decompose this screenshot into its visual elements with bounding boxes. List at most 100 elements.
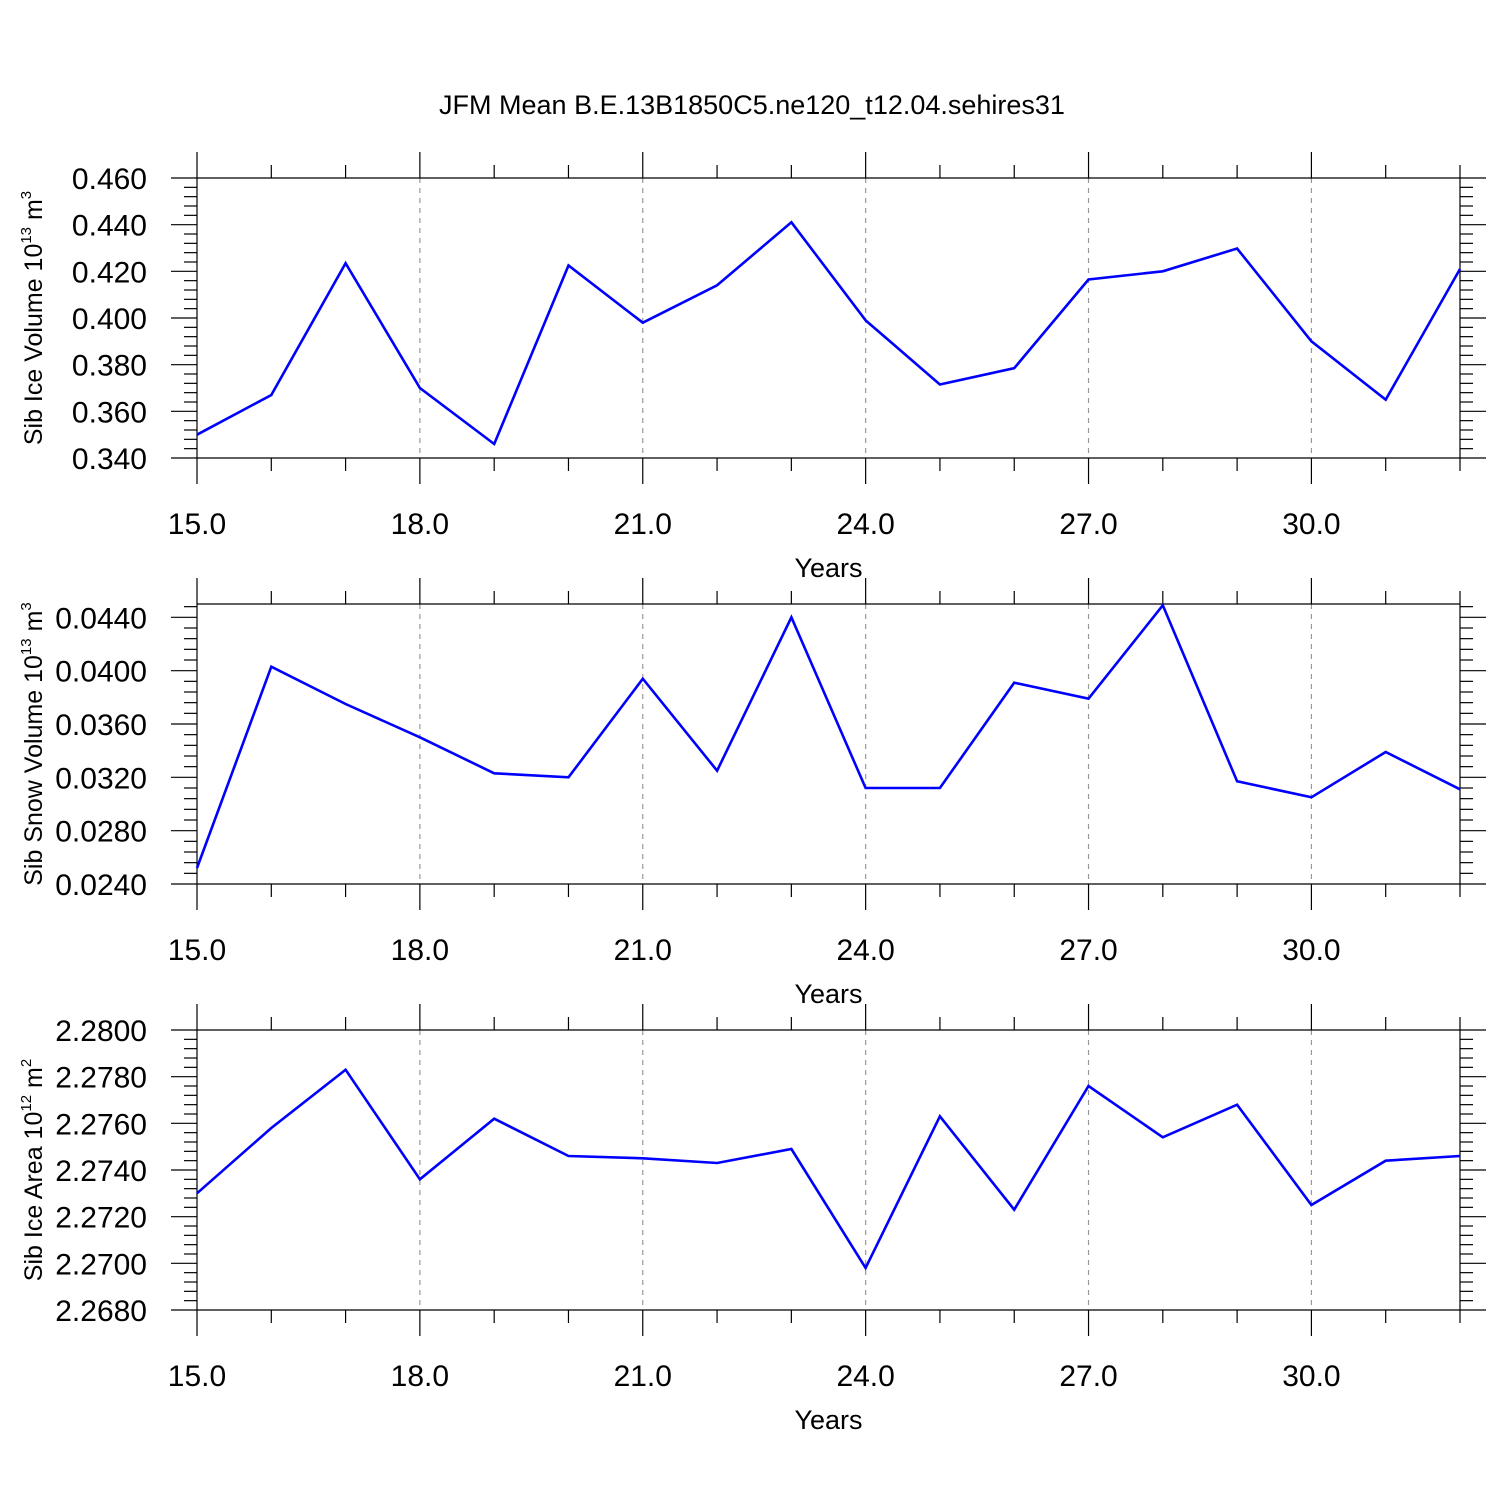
data-point [567, 776, 569, 778]
x-tick-label: 21.0 [614, 508, 672, 541]
x-tick-label: 30.0 [1282, 508, 1340, 541]
data-point [1385, 751, 1387, 753]
data-point [345, 703, 347, 705]
x-axis-label: Years [794, 979, 862, 1009]
data-point [1310, 340, 1312, 342]
data-point [790, 1148, 792, 1150]
data-point [345, 262, 347, 264]
y-tick-label: 0.420 [72, 256, 147, 289]
panel-2: 0.0240 0.0280 0.0320 0.0360 0.0400 0.0440 15.0… [18, 578, 1486, 1009]
y-tick-label: 2.2740 [55, 1155, 147, 1188]
data-point [567, 1155, 569, 1157]
y-tick-label: 2.2700 [55, 1248, 147, 1281]
data-point [1088, 279, 1090, 281]
x-tick-label: 24.0 [836, 508, 894, 541]
x-tick-label: 24.0 [836, 1360, 894, 1393]
y-tick-label: 0.0440 [55, 602, 147, 635]
y-axis-label: Sib Snow Volume 1013 m3 [18, 602, 48, 886]
data-point [939, 384, 941, 386]
data-point [790, 221, 792, 223]
data-point [1385, 1160, 1387, 1162]
data-point [865, 1267, 867, 1269]
y-tick-label: 0.0320 [55, 762, 147, 795]
y-tick-label: 2.2720 [55, 1202, 147, 1235]
data-point [196, 867, 198, 869]
data-point [716, 1162, 718, 1164]
y-tick-label: 0.0240 [55, 869, 147, 902]
data-point [419, 1178, 421, 1180]
panel-3: 2.2680 2.2700 2.2720 2.2740 2.2760 2.2780 2.28… [18, 1004, 1486, 1435]
data-point [1310, 1204, 1312, 1206]
x-tick-label: 15.0 [168, 1360, 226, 1393]
data-point [1088, 698, 1090, 700]
data-point [419, 736, 421, 738]
y-tick-label: 0.440 [72, 210, 147, 243]
x-tick-label: 15.0 [168, 934, 226, 967]
y-tick-label: 0.0400 [55, 656, 147, 689]
y-tick-label: 0.400 [72, 303, 147, 336]
data-point [270, 1127, 272, 1129]
x-tick-label: 18.0 [391, 934, 449, 967]
data-point [716, 770, 718, 772]
x-tick-label: 24.0 [836, 934, 894, 967]
data-point [1236, 780, 1238, 782]
series-line [196, 1067, 1461, 1271]
y-tick-label: 2.2780 [55, 1062, 147, 1095]
chart-title: JFM Mean B.E.13B1850C5.ne120_t12.04.sehi… [439, 90, 1065, 120]
data-point [1459, 1155, 1461, 1157]
data-point [642, 1157, 644, 1159]
data-point [939, 1115, 941, 1117]
x-tick-label: 27.0 [1059, 934, 1117, 967]
series-line [196, 220, 1462, 447]
data-point [865, 787, 867, 789]
data-point [1013, 682, 1015, 684]
x-tick-label: 21.0 [614, 934, 672, 967]
y-tick-label: 0.0280 [55, 816, 147, 849]
data-point [345, 1069, 347, 1071]
x-tick-label: 18.0 [391, 1360, 449, 1393]
x-tick-label: 27.0 [1059, 508, 1117, 541]
data-point [865, 319, 867, 321]
data-point [567, 265, 569, 267]
data-point [196, 1192, 198, 1194]
data-point [1459, 268, 1461, 270]
y-tick-label: 0.340 [72, 443, 147, 476]
data-point [790, 616, 792, 618]
data-point [642, 322, 644, 324]
panels: 0.340 0.360 0.380 0.400 0.420 0.440 0.460 15.0 1… [18, 152, 1486, 1435]
data-point [939, 787, 941, 789]
y-tick-label: 2.2800 [55, 1015, 147, 1048]
y-tick-label: 0.460 [72, 163, 147, 196]
x-tick-label: 30.0 [1282, 1360, 1340, 1393]
data-point [716, 284, 718, 286]
x-tick-label: 30.0 [1282, 934, 1340, 967]
data-point [196, 434, 198, 436]
y-axis-label: Sib Ice Area 1012 m2 [18, 1059, 48, 1281]
data-point [1162, 270, 1164, 272]
data-point [1310, 796, 1312, 798]
data-point [270, 394, 272, 396]
data-point [1162, 604, 1164, 606]
y-axis-label: Sib Ice Volume 1013 m3 [18, 191, 48, 445]
data-point [1236, 1104, 1238, 1106]
x-tick-label: 18.0 [391, 508, 449, 541]
data-point [493, 1118, 495, 1120]
x-tick-label: 27.0 [1059, 1360, 1117, 1393]
data-point [270, 666, 272, 668]
data-point [1459, 788, 1461, 790]
y-tick-label: 0.380 [72, 350, 147, 383]
y-tick-label: 0.0360 [55, 709, 147, 742]
x-tick-label: 15.0 [168, 508, 226, 541]
y-tick-label: 2.2760 [55, 1108, 147, 1141]
y-tick-label: 2.2680 [55, 1295, 147, 1328]
data-point [1013, 1209, 1015, 1211]
data-point [642, 678, 644, 680]
data-point [1088, 1085, 1090, 1087]
data-point [493, 443, 495, 445]
data-point [1013, 367, 1015, 369]
panel-1: 0.340 0.360 0.380 0.400 0.420 0.440 0.460 15.0 1… [18, 152, 1486, 583]
series-line [195, 602, 1461, 869]
x-tick-label: 21.0 [614, 1360, 672, 1393]
data-point [419, 387, 421, 389]
